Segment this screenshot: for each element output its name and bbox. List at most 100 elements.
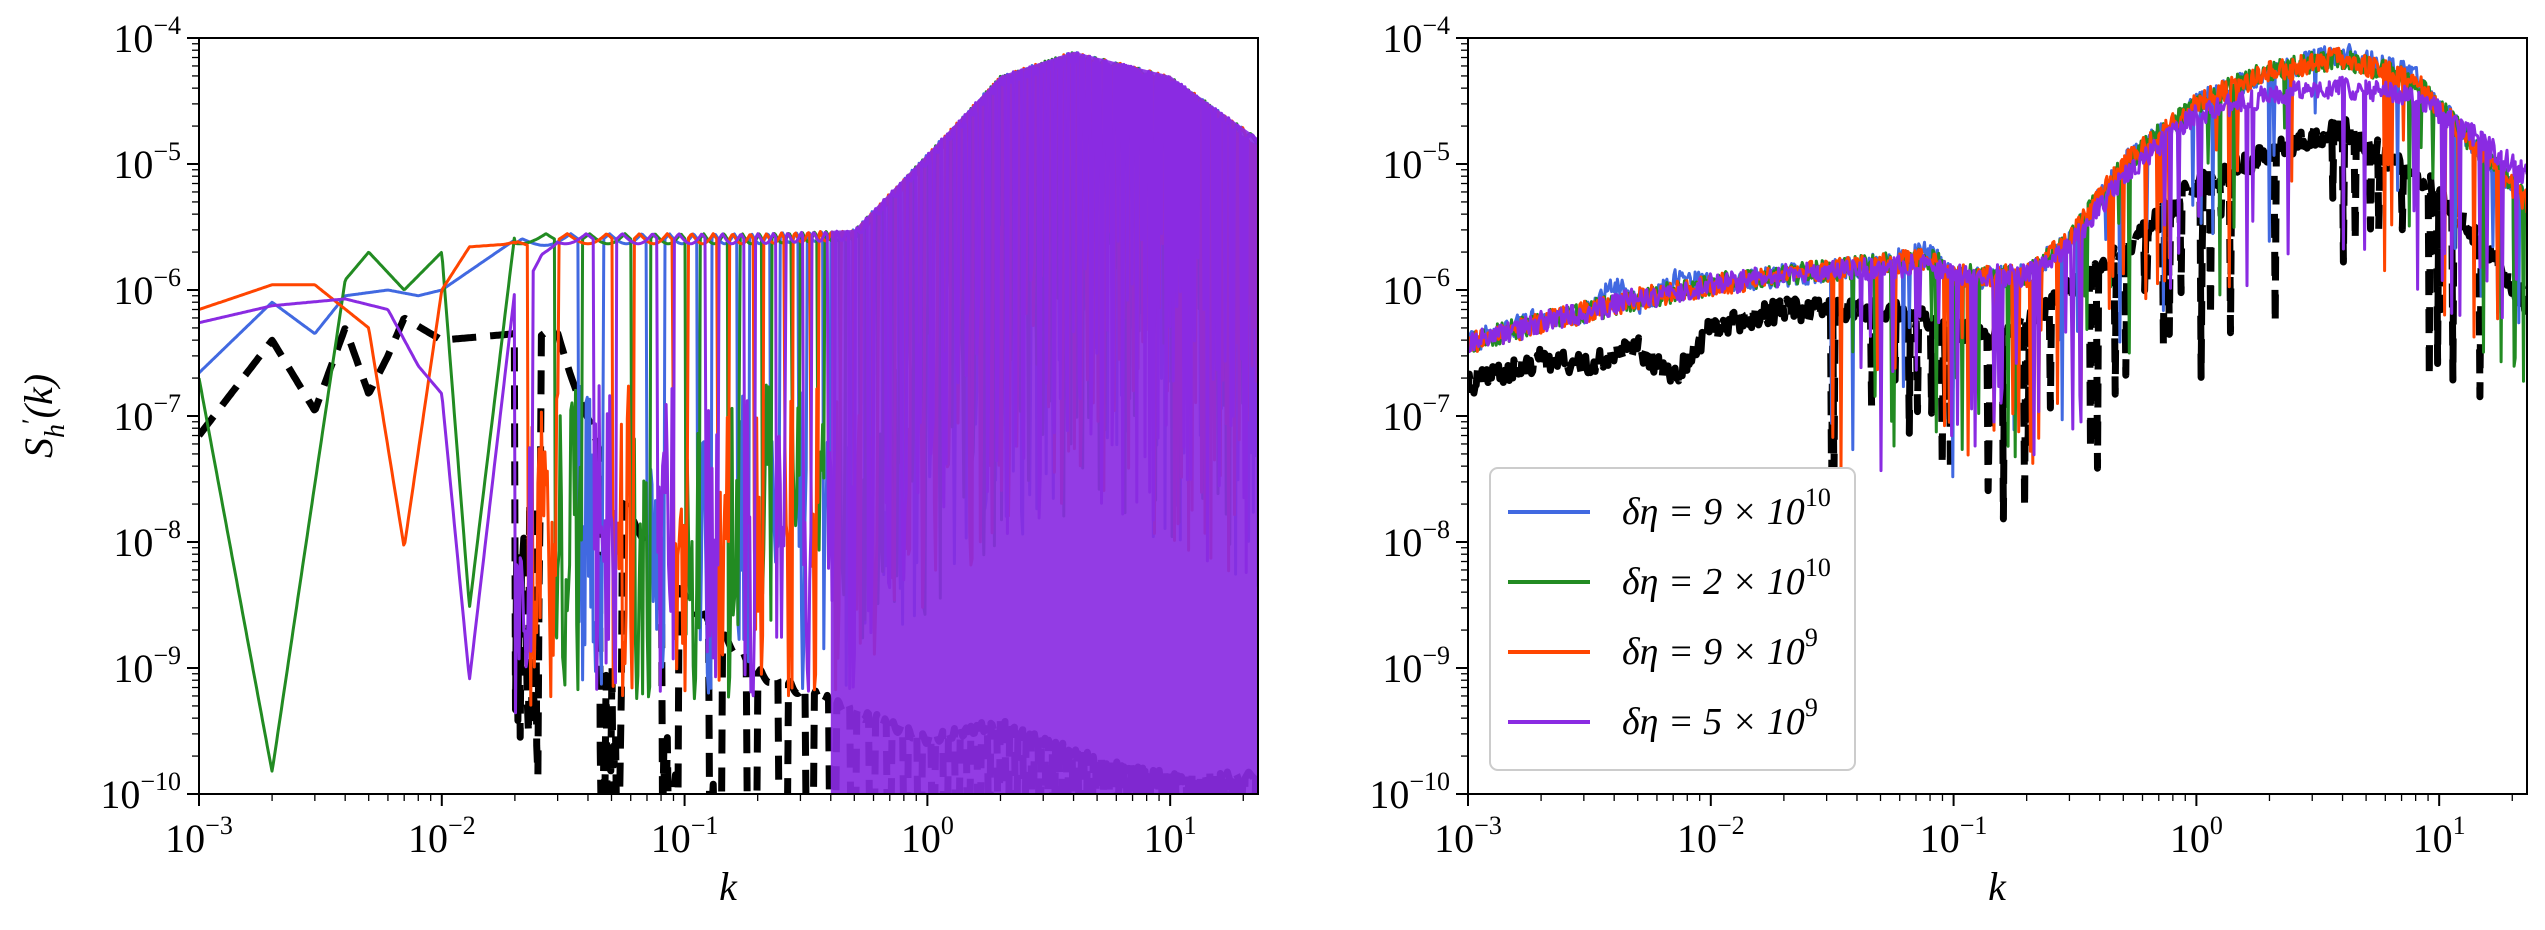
y-tick-label: 10−5 — [113, 137, 181, 187]
x-tick-exp: −2 — [448, 811, 476, 840]
y-label-sub: h — [40, 424, 71, 438]
y-tick-exp: −6 — [1422, 263, 1450, 292]
legend-label-prefix: δη = 9 × 10 — [1622, 491, 1805, 533]
y-tick-label: 10−4 — [1382, 11, 1450, 61]
x-tick-exp: −2 — [1717, 811, 1745, 840]
y-tick-base: 10 — [1382, 268, 1422, 313]
y-tick-exp: −9 — [153, 641, 181, 670]
x-tick-exp: 1 — [2453, 811, 2466, 840]
legend-label: δη = 9 × 1010 — [1622, 483, 1831, 533]
y-tick-label: 10−4 — [113, 11, 181, 61]
y-tick-base: 10 — [113, 394, 153, 439]
x-tick-exp: −1 — [691, 811, 719, 840]
y-tick-exp: −8 — [153, 515, 181, 544]
x-tick-base: 10 — [2413, 816, 2453, 861]
y-tick-label: 10−8 — [1382, 515, 1450, 565]
legend-box — [1489, 467, 1856, 771]
y-tick-label: 10−6 — [1382, 263, 1450, 313]
y-tick-label: 10−10 — [100, 767, 181, 817]
x-tick-label: 10−1 — [1920, 811, 1988, 861]
legend-label: δη = 2 × 1010 — [1622, 553, 1831, 603]
right-series-group — [1468, 43, 2527, 523]
x-tick-exp: −1 — [1960, 811, 1988, 840]
series-fill-band — [830, 51, 1258, 794]
x-tick-base: 10 — [165, 816, 205, 861]
y-tick-exp: −7 — [153, 389, 181, 418]
y-tick-exp: −10 — [140, 767, 181, 796]
y-tick-exp: −8 — [1422, 515, 1450, 544]
legend-label-exp: 10 — [1805, 553, 1831, 582]
y-label-main: S — [16, 438, 61, 458]
x-tick-label: 100 — [901, 811, 954, 861]
x-tick-exp: 0 — [2210, 811, 2223, 840]
y-tick-label: 10−9 — [1382, 641, 1450, 691]
y-label-arg: (k) — [16, 374, 61, 418]
left-y-axis-label: Sh′(k) — [16, 374, 71, 458]
x-tick-label: 101 — [2413, 811, 2466, 861]
x-tick-label: 101 — [1144, 811, 1197, 861]
y-tick-base: 10 — [1382, 142, 1422, 187]
y-tick-base: 10 — [113, 646, 153, 691]
y-tick-exp: −6 — [153, 263, 181, 292]
y-tick-exp: −5 — [153, 137, 181, 166]
y-tick-exp: −4 — [153, 11, 181, 40]
legend-label: δη = 5 × 109 — [1622, 693, 1818, 743]
x-tick-base: 10 — [1677, 816, 1717, 861]
x-tick-exp: −3 — [205, 811, 233, 840]
y-tick-base: 10 — [1369, 772, 1409, 817]
left-series-group — [199, 51, 1258, 794]
y-tick-base: 10 — [113, 268, 153, 313]
y-tick-base: 10 — [113, 142, 153, 187]
y-tick-label: 10−9 — [113, 641, 181, 691]
y-tick-exp: −10 — [1409, 767, 1450, 796]
x-tick-base: 10 — [901, 816, 941, 861]
y-tick-exp: −5 — [1422, 137, 1450, 166]
x-tick-label: 100 — [2170, 811, 2223, 861]
y-tick-label: 10−5 — [1382, 137, 1450, 187]
legend-label: δη = 9 × 109 — [1622, 623, 1818, 673]
y-tick-base: 10 — [1382, 394, 1422, 439]
y-tick-label: 10−7 — [113, 389, 181, 439]
legend-label-prefix: δη = 5 × 10 — [1622, 701, 1805, 743]
y-tick-exp: −7 — [1422, 389, 1450, 418]
x-tick-exp: −3 — [1474, 811, 1502, 840]
x-tick-base: 10 — [1144, 816, 1184, 861]
x-tick-base: 10 — [2170, 816, 2210, 861]
y-tick-base: 10 — [1382, 646, 1422, 691]
left-axis-ticks: 10−3 10−2 10−1 100 10110−1010−910−810−710−61… — [100, 11, 1244, 861]
y-tick-base: 10 — [113, 520, 153, 565]
legend-label-exp: 10 — [1805, 483, 1831, 512]
series-line-4 — [1468, 75, 2527, 473]
x-tick-label: 10−2 — [408, 811, 476, 861]
x-tick-label: 10−1 — [651, 811, 719, 861]
y-tick-exp: −4 — [1422, 11, 1450, 40]
left-panel: 10−3 10−2 10−1 100 10110−1010−910−810−710−61… — [16, 11, 1259, 909]
legend-label-prefix: δη = 9 × 10 — [1622, 631, 1805, 673]
y-tick-exp: −9 — [1422, 641, 1450, 670]
right-panel: 10−3 10−2 10−1 100 10110−1010−910−810−710−61… — [1369, 11, 2528, 909]
y-tick-label: 10−8 — [113, 515, 181, 565]
right-x-axis-label: k — [1988, 864, 2007, 909]
x-tick-base: 10 — [1434, 816, 1474, 861]
legend-label-exp: 9 — [1805, 693, 1818, 722]
x-tick-label: 10−3 — [165, 811, 233, 861]
x-tick-exp: 0 — [941, 811, 954, 840]
right-axis-ticks: 10−3 10−2 10−1 100 10110−1010−910−810−710−61… — [1369, 11, 2513, 861]
y-label-prime: ′ — [17, 418, 46, 424]
y-tick-label: 10−6 — [113, 263, 181, 313]
x-tick-exp: 1 — [1184, 811, 1197, 840]
y-tick-base: 10 — [1382, 520, 1422, 565]
y-tick-label: 10−7 — [1382, 389, 1450, 439]
legend-label-exp: 9 — [1805, 623, 1818, 652]
x-tick-label: 10−2 — [1677, 811, 1745, 861]
legend-label-prefix: δη = 2 × 10 — [1622, 561, 1805, 603]
y-tick-base: 10 — [100, 772, 140, 817]
y-tick-base: 10 — [1382, 16, 1422, 61]
x-tick-label: 10−3 — [1434, 811, 1502, 861]
left-x-axis-label: k — [719, 864, 738, 909]
x-tick-base: 10 — [651, 816, 691, 861]
x-tick-base: 10 — [1920, 816, 1960, 861]
